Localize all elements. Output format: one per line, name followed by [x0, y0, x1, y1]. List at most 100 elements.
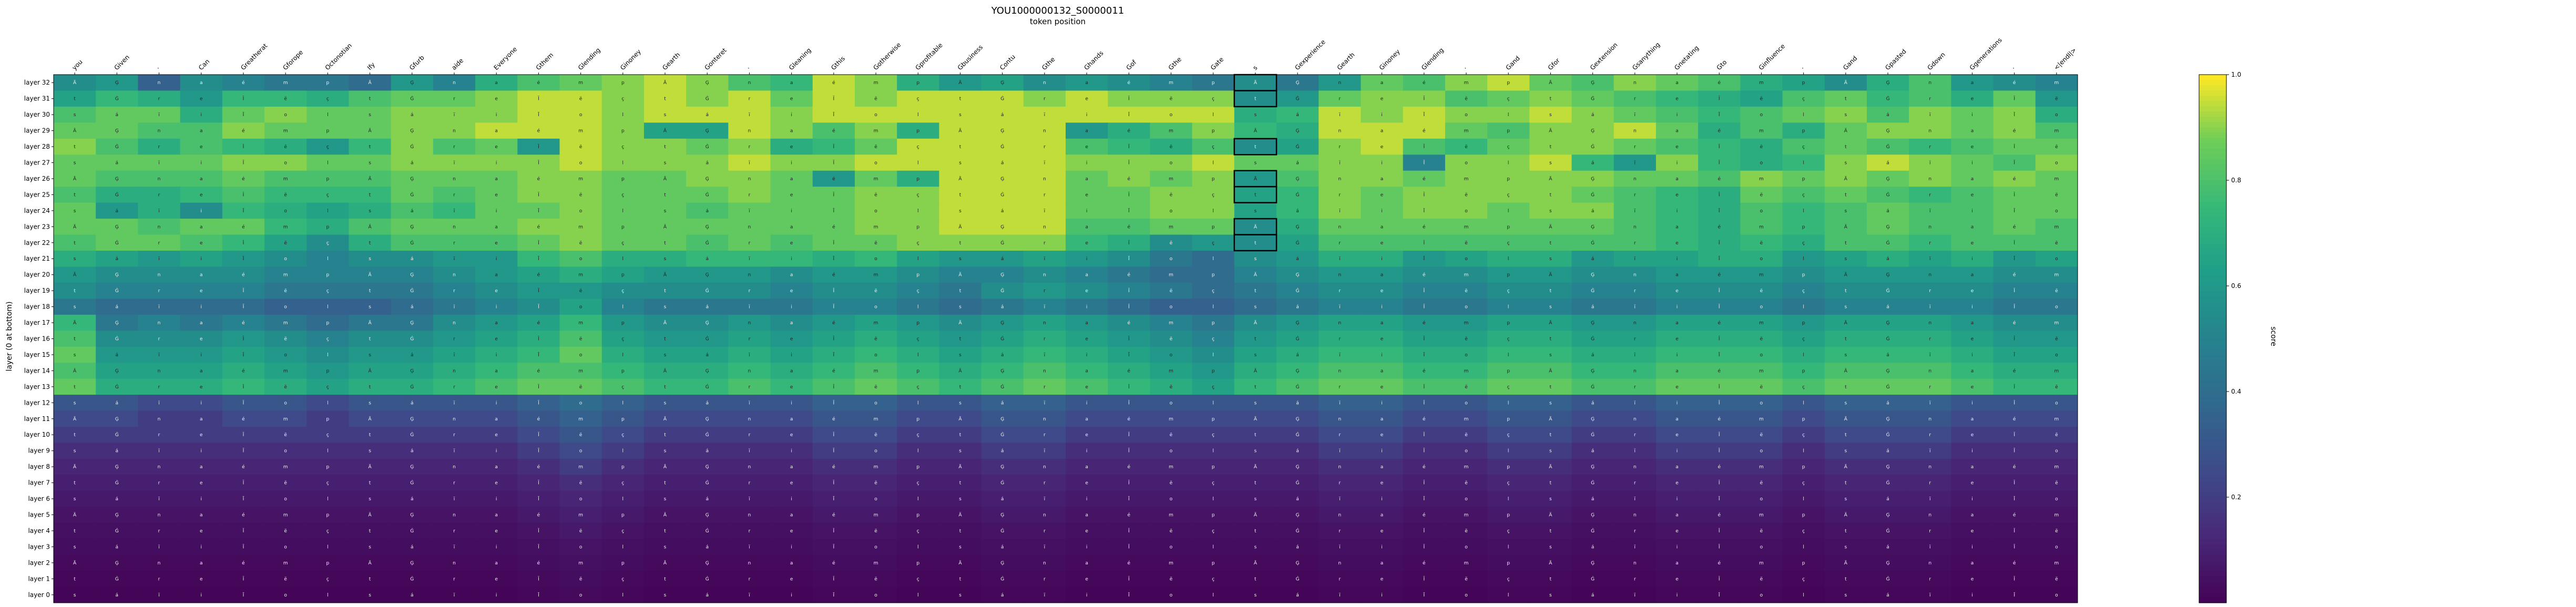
heatmap-cell — [433, 138, 476, 155]
cell-glyph: s — [1845, 305, 1847, 310]
x-tick-label: Gearth — [661, 51, 681, 71]
cell-glyph: ç — [1802, 385, 1805, 390]
cell-glyph: r — [1044, 529, 1046, 534]
cell-glyph: l — [622, 593, 624, 598]
cell-glyph: Ä — [73, 128, 77, 134]
cell-glyph: r — [1634, 385, 1636, 390]
heatmap-cell — [222, 138, 265, 155]
cell-glyph: ï — [748, 112, 750, 118]
cell-glyph: i — [496, 353, 497, 358]
colorbar-segment — [2199, 502, 2226, 508]
cell-glyph: m — [1464, 417, 1469, 422]
cell-glyph: Ä — [1844, 176, 1848, 182]
cell-glyph: n — [1633, 129, 1637, 134]
cell-glyph: t — [1254, 192, 1256, 198]
cell-glyph: a — [1675, 129, 1679, 134]
cell-glyph: ï — [1929, 593, 1931, 598]
x-tick-label: · — [155, 65, 162, 72]
cell-glyph: á — [1591, 400, 1594, 406]
cell-glyph: é — [1423, 272, 1426, 278]
colorbar-segment — [2199, 153, 2226, 160]
cell-glyph: a — [1381, 513, 1384, 518]
cell-glyph: á — [1001, 112, 1004, 118]
cell-glyph: á — [706, 449, 709, 454]
cell-glyph: r — [1634, 337, 1636, 342]
cell-glyph: ç — [621, 97, 624, 102]
cell-glyph: e — [1085, 481, 1088, 486]
cell-glyph: o — [1465, 256, 1468, 262]
cell-glyph: p — [621, 224, 625, 230]
cell-glyph: o — [579, 305, 582, 310]
colorbar-segment — [2199, 465, 2226, 471]
heatmap-cell — [559, 75, 602, 91]
heatmap-cell — [1782, 122, 1825, 139]
cell-glyph: a — [1675, 368, 1679, 374]
cell-glyph: ï — [748, 593, 750, 598]
cell-glyph: é — [832, 128, 835, 134]
cell-glyph: e — [1675, 337, 1679, 342]
heatmap-cell — [391, 90, 434, 107]
x-tick-label: Gforope — [281, 48, 304, 71]
cell-glyph: e — [1971, 97, 1974, 102]
cell-glyph: ï — [1929, 353, 1931, 358]
cell-glyph: Ġ — [1591, 576, 1594, 582]
cell-glyph: p — [1802, 417, 1805, 422]
cell-glyph: Ī — [2013, 304, 2015, 310]
cell-glyph: á — [1886, 161, 1889, 166]
cell-glyph: r — [453, 241, 455, 246]
cell-glyph: ï — [1338, 449, 1341, 454]
cell-glyph: t — [1254, 433, 1256, 438]
heatmap-cell — [812, 75, 855, 91]
cell-glyph: á — [116, 593, 119, 598]
heatmap-cell — [1866, 75, 1909, 91]
cell-glyph: é — [1718, 224, 1721, 230]
cell-glyph: t — [1550, 577, 1552, 582]
colorbar-tick-label: 0.4 — [2231, 388, 2241, 395]
cell-glyph: ç — [917, 385, 919, 390]
cell-glyph: a — [495, 224, 498, 230]
cell-glyph: t — [369, 481, 371, 486]
cell-glyph: e — [200, 97, 203, 102]
cell-glyph: a — [200, 368, 203, 374]
cell-glyph: o — [874, 544, 877, 550]
heatmap-cell — [981, 90, 1024, 107]
heatmap-cell — [1951, 90, 1994, 107]
cell-glyph: ë — [2055, 192, 2058, 198]
cell-glyph: o — [284, 353, 287, 358]
cell-glyph: o — [1465, 400, 1468, 406]
cell-glyph: ï — [453, 353, 455, 358]
cell-glyph: n — [1338, 224, 1341, 230]
x-tick-label: Ggenerations — [1968, 36, 2003, 71]
y-tick-label: layer 29 — [24, 127, 50, 135]
cell-glyph: ç — [1507, 385, 1510, 390]
heatmap-cell — [812, 138, 855, 155]
cell-glyph: Ä — [73, 464, 77, 470]
cell-glyph: Ģ — [1886, 177, 1890, 182]
heatmap-cell — [1824, 155, 1867, 171]
cell-glyph: á — [1886, 305, 1889, 310]
cell-glyph: Ĭ — [242, 191, 244, 198]
cell-glyph: é — [832, 416, 835, 422]
cell-glyph: Ġ — [1296, 480, 1300, 486]
cell-glyph: é — [2013, 224, 2016, 230]
cell-glyph: p — [326, 321, 329, 326]
cell-glyph: Ġ — [1591, 528, 1594, 534]
cell-glyph: ç — [917, 241, 919, 246]
cell-glyph: o — [2055, 449, 2058, 454]
cell-glyph: Ģ — [1886, 561, 1890, 566]
cell-glyph: ë — [1170, 481, 1173, 486]
cell-glyph: Ä — [958, 224, 962, 230]
cell-glyph: ë — [1760, 385, 1763, 390]
cell-glyph: é — [537, 320, 540, 326]
cell-glyph: e — [1381, 577, 1384, 582]
cell-glyph: Ġ — [1000, 144, 1004, 150]
heatmap-cell — [1066, 170, 1108, 187]
cell-glyph: Ġ — [706, 144, 709, 150]
cell-glyph: Ġ — [1591, 480, 1594, 486]
cell-glyph: n — [1633, 177, 1637, 182]
cell-glyph: r — [1044, 145, 1046, 150]
cell-glyph: t — [1550, 481, 1552, 486]
cell-glyph: e — [1675, 577, 1679, 582]
heatmap-cell — [1066, 138, 1108, 155]
cell-glyph: m — [1759, 177, 1764, 182]
